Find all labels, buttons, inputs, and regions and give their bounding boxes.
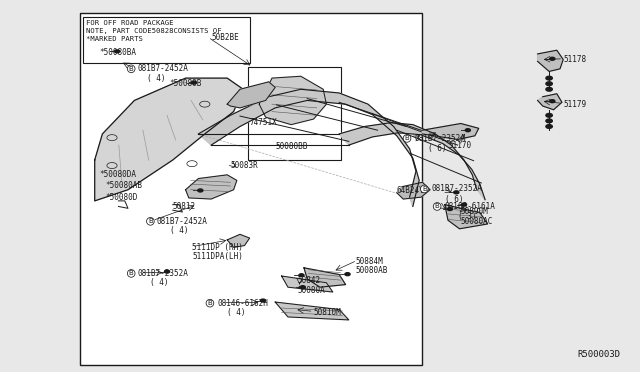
Circle shape (546, 125, 552, 128)
Polygon shape (227, 82, 275, 108)
Text: 51178: 51178 (563, 55, 586, 64)
Text: ( 4): ( 4) (150, 278, 169, 287)
Text: FOR OFF ROAD PACKAGE
NOTE, PART CODE50828CONSISTS OF
*MARKED PARTS: FOR OFF ROAD PACKAGE NOTE, PART CODE5082… (86, 20, 222, 42)
Text: *50080BA: *50080BA (99, 48, 136, 57)
Text: *50080AB: *50080AB (106, 182, 143, 190)
Polygon shape (304, 268, 346, 287)
Text: 50842: 50842 (298, 276, 321, 285)
Text: ( 4): ( 4) (227, 308, 246, 317)
Circle shape (546, 87, 552, 91)
Circle shape (260, 299, 266, 302)
Text: 50890M: 50890M (461, 207, 488, 216)
Text: 5111DPA(LH): 5111DPA(LH) (192, 252, 243, 261)
Circle shape (198, 189, 203, 192)
Text: 50080BB: 50080BB (275, 142, 308, 151)
Text: 50083R: 50083R (230, 161, 258, 170)
Polygon shape (259, 76, 326, 125)
Text: ( 6): ( 6) (428, 144, 446, 153)
Circle shape (164, 270, 170, 273)
Text: B: B (404, 135, 410, 141)
Bar (80, 13, 422, 365)
Polygon shape (538, 50, 563, 71)
Polygon shape (227, 234, 250, 247)
Text: R500003D: R500003D (578, 350, 621, 359)
Text: 50080A: 50080A (298, 286, 325, 295)
Polygon shape (339, 123, 485, 200)
Text: 51179: 51179 (563, 100, 586, 109)
Circle shape (300, 286, 305, 289)
Circle shape (191, 81, 196, 84)
Text: *50080B: *50080B (170, 79, 202, 88)
Text: 50080AC: 50080AC (461, 217, 493, 226)
Text: 50B2BE: 50B2BE (211, 33, 239, 42)
Circle shape (461, 203, 467, 206)
Text: 08168-6161A: 08168-6161A (445, 202, 495, 211)
Text: 50812: 50812 (173, 202, 196, 211)
Text: 74751X: 74751X (250, 118, 277, 127)
Circle shape (447, 208, 452, 211)
Bar (83, 17, 250, 63)
Polygon shape (397, 182, 430, 199)
Circle shape (465, 129, 470, 132)
Polygon shape (422, 124, 479, 140)
Text: 081B7-2352A: 081B7-2352A (138, 269, 188, 278)
Circle shape (115, 50, 120, 53)
Text: *50080D: *50080D (106, 193, 138, 202)
Circle shape (454, 191, 459, 194)
Text: 08146-6162H: 08146-6162H (218, 299, 268, 308)
Polygon shape (538, 94, 562, 110)
Circle shape (546, 76, 552, 80)
Polygon shape (186, 175, 237, 199)
Text: 5111DP (RH): 5111DP (RH) (192, 243, 243, 252)
Text: 50080AB: 50080AB (355, 266, 388, 275)
Text: B: B (148, 218, 153, 224)
Polygon shape (95, 78, 243, 201)
Text: 50884M: 50884M (355, 257, 383, 266)
Text: B: B (207, 300, 212, 306)
Text: 51170: 51170 (448, 141, 471, 150)
Polygon shape (282, 276, 333, 292)
Text: B: B (129, 270, 134, 276)
Text: ( 4): ( 4) (170, 226, 188, 235)
Circle shape (546, 82, 552, 86)
Circle shape (550, 100, 555, 103)
Text: 081B7-2452A: 081B7-2452A (157, 217, 207, 226)
Text: *50080DA: *50080DA (99, 170, 136, 179)
Text: ( 4): ( 4) (147, 74, 166, 83)
Text: B: B (435, 203, 440, 209)
Text: ( 6): ( 6) (445, 195, 463, 203)
Circle shape (550, 57, 555, 60)
Polygon shape (275, 302, 349, 320)
Circle shape (546, 113, 552, 117)
Text: 081B7-2352A: 081B7-2352A (415, 134, 465, 143)
Text: 081B7-2452A: 081B7-2452A (138, 64, 188, 73)
Text: 081B7-2352A: 081B7-2352A (432, 185, 483, 193)
Circle shape (345, 273, 350, 276)
Polygon shape (198, 89, 419, 206)
Text: ( 3): ( 3) (458, 212, 476, 221)
Bar (248, 67, 341, 160)
Text: B: B (129, 66, 134, 72)
Circle shape (546, 119, 552, 123)
Text: 64B24Y: 64B24Y (397, 186, 424, 195)
Circle shape (299, 274, 304, 277)
Text: B: B (422, 186, 427, 192)
Polygon shape (445, 205, 488, 229)
Text: 50810M: 50810M (314, 308, 341, 317)
